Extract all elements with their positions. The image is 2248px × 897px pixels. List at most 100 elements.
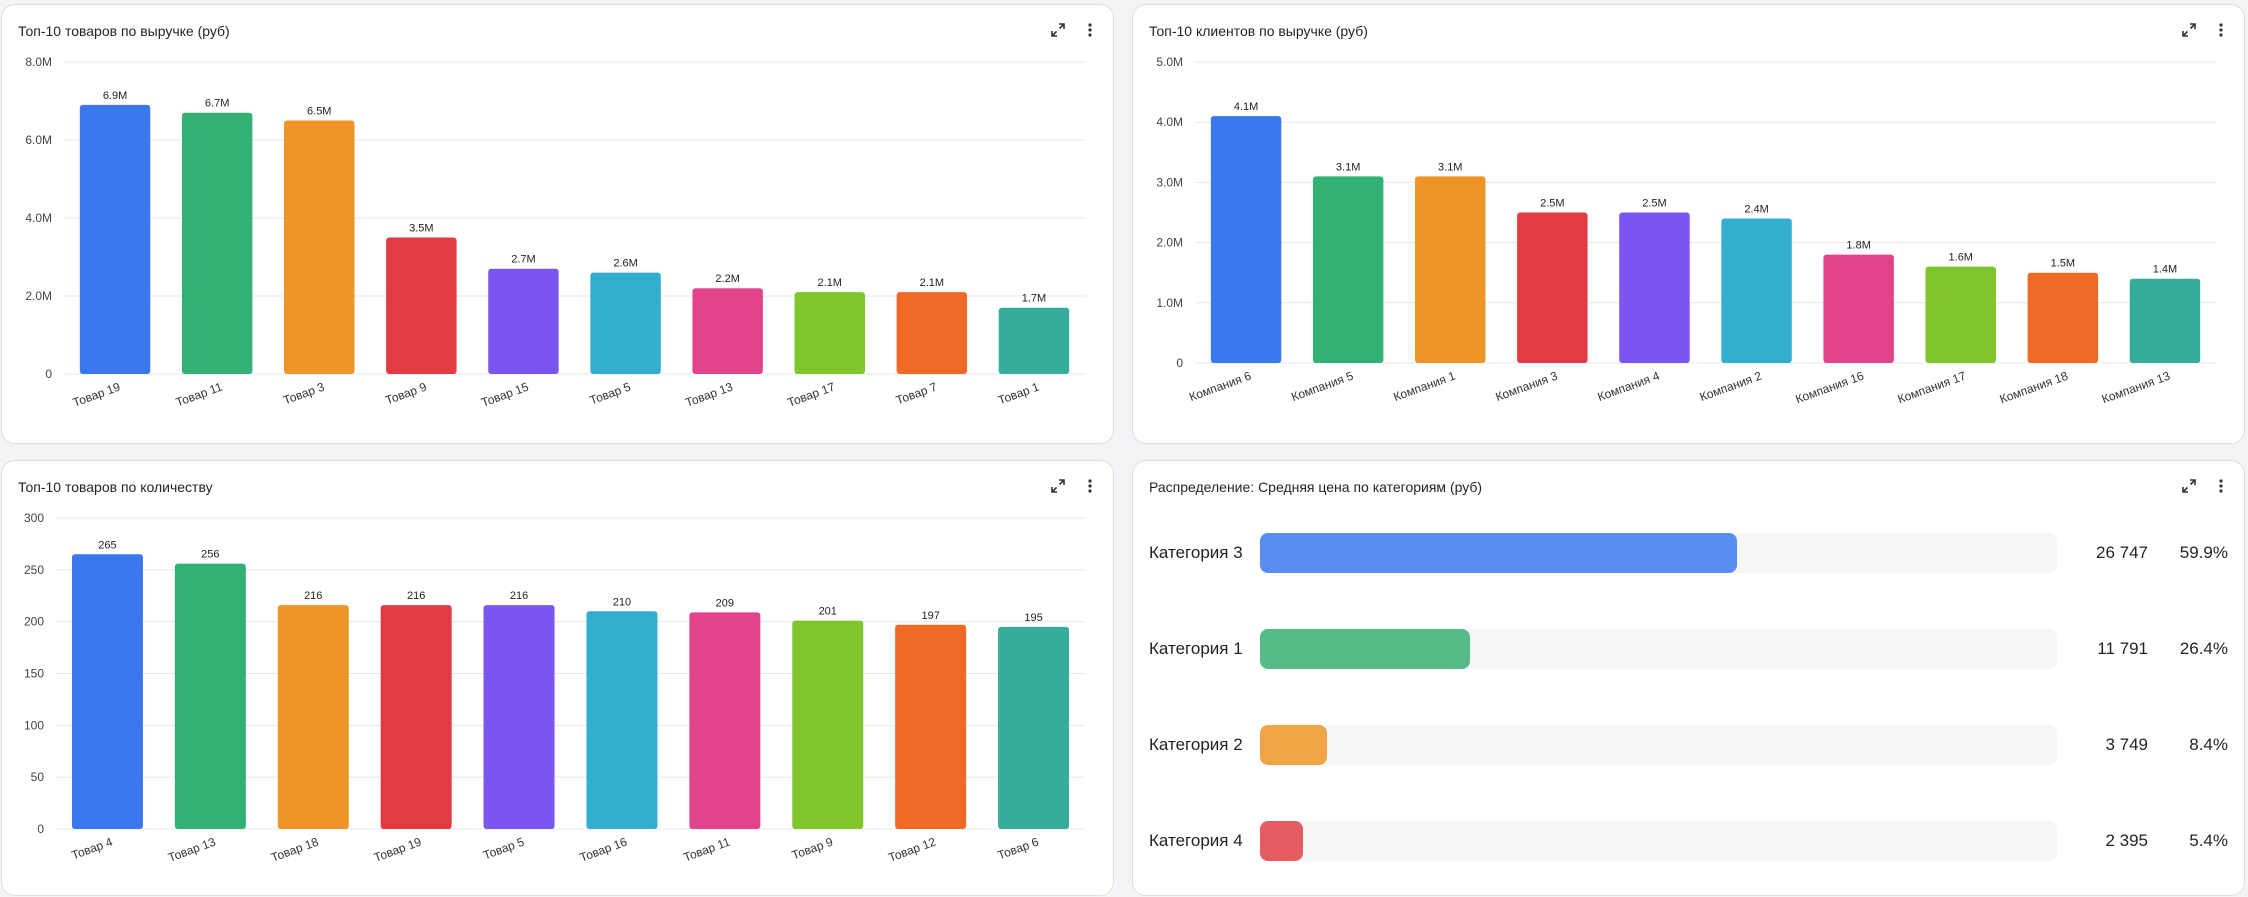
bar[interactable]	[174, 563, 246, 829]
x-tick-label: Товар 12	[887, 835, 938, 865]
x-tick-label: Товар 11	[174, 380, 225, 410]
value-label: 2 395	[2105, 831, 2148, 850]
data-label: 2.2M	[715, 273, 739, 285]
category-label: Категория 1	[1149, 639, 1243, 658]
data-label: 2.4M	[1744, 204, 1768, 216]
bar[interactable]	[895, 624, 967, 829]
x-tick-label: Товар 6	[996, 835, 1041, 863]
bar[interactable]	[998, 626, 1070, 829]
y-tick-label: 0	[37, 822, 44, 836]
bar[interactable]	[2129, 278, 2201, 363]
data-label: 2.6M	[613, 258, 637, 270]
y-tick-label: 300	[24, 511, 44, 525]
bar[interactable]	[483, 605, 555, 829]
y-tick-label: 6.0M	[25, 133, 52, 147]
bar[interactable]	[692, 288, 763, 374]
x-tick-label: Товар 19	[71, 380, 122, 410]
more-vertical-icon[interactable]	[2212, 21, 2230, 39]
data-label: 6.5M	[307, 106, 331, 118]
distribution-row[interactable]: Категория 1 11 791 26.4%	[1149, 629, 2228, 671]
data-label: 1.5M	[2051, 258, 2075, 270]
panel-title: Топ-10 клиентов по выручке (руб)	[1149, 23, 1368, 39]
y-tick-label: 2.0M	[1156, 236, 1183, 250]
y-tick-label: 4.0M	[1156, 115, 1183, 129]
bar[interactable]	[2027, 272, 2099, 363]
distribution-row[interactable]: Категория 4 2 395 5.4%	[1149, 821, 2228, 863]
bar[interactable]	[1721, 218, 1792, 363]
bar[interactable]	[71, 554, 143, 829]
bar[interactable]	[794, 292, 865, 374]
bar[interactable]	[1415, 176, 1486, 363]
distribution-track	[1260, 629, 2057, 669]
data-label: 201	[819, 606, 837, 618]
expand-icon[interactable]	[1049, 21, 1067, 39]
bar[interactable]	[284, 120, 355, 375]
x-tick-label: Товар 7	[894, 380, 939, 408]
distribution-track	[1260, 533, 2057, 573]
x-tick-label: Компания 13	[2100, 369, 2172, 407]
category-label: Категория 4	[1149, 831, 1243, 850]
bar[interactable]	[1312, 176, 1384, 363]
panel-title: Топ-10 товаров по количеству	[18, 479, 213, 495]
more-vertical-icon[interactable]	[1081, 477, 1099, 495]
value-label: 11 791	[2097, 639, 2148, 658]
data-label: 2.1M	[920, 277, 944, 289]
bar[interactable]	[1925, 266, 1996, 363]
x-tick-label: Компания 16	[1794, 369, 1866, 407]
more-vertical-icon[interactable]	[2212, 477, 2230, 495]
bar[interactable]	[1210, 116, 1282, 364]
percent-label: 26.4%	[2179, 639, 2228, 658]
bar[interactable]	[689, 612, 761, 829]
x-tick-label: Товар 9	[790, 835, 835, 863]
expand-icon[interactable]	[1049, 477, 1067, 495]
bar[interactable]	[277, 605, 349, 829]
data-label: 1.7M	[1022, 293, 1046, 305]
y-tick-label: 150	[24, 667, 44, 681]
y-tick-label: 250	[24, 563, 44, 577]
expand-icon[interactable]	[2180, 21, 2198, 39]
x-tick-label: Товар 4	[70, 835, 115, 863]
bar[interactable]	[586, 611, 658, 829]
data-label: 3.5M	[409, 223, 433, 235]
data-label: 195	[1024, 612, 1042, 624]
data-label: 3.1M	[1438, 161, 1462, 173]
distribution-row[interactable]: Категория 2 3 749 8.4%	[1149, 725, 2228, 767]
distribution-bar	[1260, 821, 1304, 861]
y-tick-label: 100	[24, 718, 44, 732]
revenue-clients-panel: Топ-10 клиентов по выручке (руб) 0 1.0M 2.…	[1132, 4, 2245, 444]
distribution-panel: Распределение: Средняя цена по категория…	[1132, 460, 2245, 896]
bar[interactable]	[386, 237, 457, 375]
data-label: 2.1M	[818, 277, 842, 289]
distribution-row[interactable]: Категория 3 26 747 59.9%	[1149, 533, 2228, 575]
bar[interactable]	[1517, 212, 1588, 364]
bar[interactable]	[792, 620, 864, 829]
revenue-products-chart: 0 2.0M 4.0M 6.0M 8.0M 6.9M Товар 19 6.7M Товар 1…	[25, 55, 1085, 410]
y-tick-label: 2.0M	[25, 289, 52, 303]
percent-label: 59.9%	[2179, 543, 2228, 562]
x-tick-label: Товар 9	[383, 380, 428, 408]
percent-label: 5.4%	[2189, 831, 2228, 850]
bar[interactable]	[896, 292, 968, 374]
x-tick-label: Товар 3	[281, 380, 326, 408]
bar[interactable]	[1823, 254, 1894, 363]
bar[interactable]	[79, 104, 151, 375]
value-label: 3 749	[2105, 735, 2148, 754]
data-label: 210	[613, 596, 631, 608]
data-label: 256	[201, 549, 219, 561]
data-label: 265	[98, 539, 116, 551]
bar[interactable]	[1619, 212, 1690, 364]
expand-icon[interactable]	[2180, 477, 2198, 495]
percent-label: 8.4%	[2189, 735, 2228, 754]
bar[interactable]	[488, 268, 559, 374]
bar[interactable]	[998, 307, 1070, 374]
more-vertical-icon[interactable]	[1081, 21, 1099, 39]
data-label: 2.5M	[1642, 198, 1666, 210]
bar[interactable]	[380, 605, 452, 829]
data-label: 6.9M	[103, 90, 127, 102]
x-tick-label: Компания 1	[1391, 369, 1457, 404]
bar[interactable]	[590, 272, 661, 374]
bar[interactable]	[181, 112, 253, 374]
qty-products-panel: Топ-10 товаров по количеству 0 50 100 150 20…	[1, 460, 1114, 896]
data-label: 4.1M	[1234, 101, 1258, 113]
x-tick-label: Товар 5	[481, 835, 526, 863]
